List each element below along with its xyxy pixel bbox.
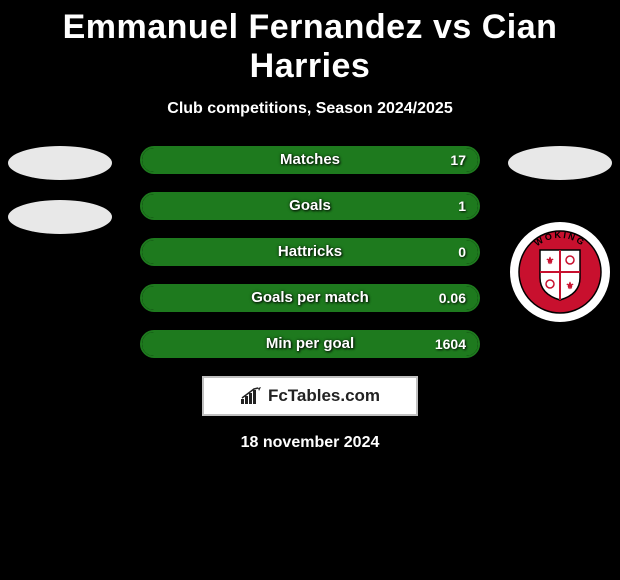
right-player-badge-1 [508, 146, 612, 180]
stat-label: Matches [142, 148, 478, 172]
stat-bar-min-per-goal: Min per goal 1604 [140, 330, 480, 358]
page-title: Emmanuel Fernandez vs Cian Harries [0, 0, 620, 86]
right-player-column: WOKING ⚜ ⚜ [508, 146, 612, 324]
club-badge-woking: WOKING ⚜ ⚜ [508, 220, 612, 324]
svg-text:⚜: ⚜ [546, 256, 555, 267]
stat-label: Goals per match [142, 286, 478, 310]
left-player-badge-2 [8, 200, 112, 234]
stats-column: Matches 17 Goals 1 Hattricks 0 Goals per… [140, 146, 480, 358]
chart-icon [240, 387, 262, 405]
left-player-column [8, 146, 112, 254]
stat-bar-goals-per-match: Goals per match 0.06 [140, 284, 480, 312]
svg-text:⚜: ⚜ [566, 281, 575, 292]
left-player-badge-1 [8, 146, 112, 180]
stat-value: 1604 [435, 332, 466, 356]
brand-box[interactable]: FcTables.com [202, 376, 418, 416]
stat-label: Goals [142, 194, 478, 218]
stat-bar-hattricks: Hattricks 0 [140, 238, 480, 266]
stat-value: 1 [458, 194, 466, 218]
stat-bar-matches: Matches 17 [140, 146, 480, 174]
page-subtitle: Club competitions, Season 2024/2025 [0, 100, 620, 118]
stat-bar-goals: Goals 1 [140, 192, 480, 220]
stat-label: Min per goal [142, 332, 478, 356]
stat-value: 17 [450, 148, 466, 172]
stat-label: Hattricks [142, 240, 478, 264]
stat-value: 0.06 [439, 286, 466, 310]
stat-value: 0 [458, 240, 466, 264]
comparison-row: Matches 17 Goals 1 Hattricks 0 Goals per… [0, 146, 620, 358]
date-label: 18 november 2024 [0, 434, 620, 452]
brand-label: FcTables.com [268, 386, 380, 406]
